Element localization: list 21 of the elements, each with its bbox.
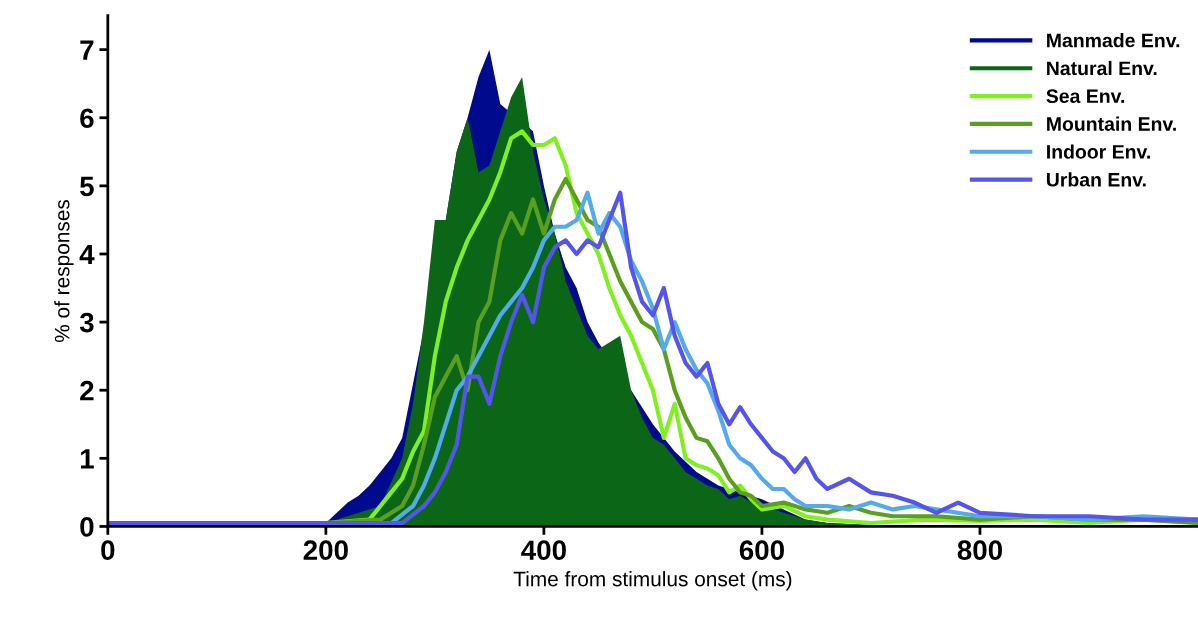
y-tick-label: 1 — [80, 449, 94, 469]
y-tick-label: 7 — [80, 40, 94, 60]
legend-label: Sea Env. — [1046, 89, 1125, 104]
legend-label: Natural Env. — [1047, 60, 1157, 76]
y-tick-label: 6 — [80, 108, 94, 129]
legend-label: Urban Env. — [1046, 172, 1146, 187]
y-tick-label: 5 — [80, 176, 94, 197]
x-tick-label: 200 — [303, 540, 348, 561]
y-axis-title: % of responses — [54, 199, 74, 343]
legend-label: Manmade Env. — [1047, 33, 1180, 48]
y-tick-label: 4 — [79, 244, 95, 265]
x-tick-label: 0 — [101, 540, 115, 561]
y-tick-label: 3 — [79, 312, 94, 333]
legend-label: Indoor Env. — [1047, 144, 1150, 159]
x-tick-label: 600 — [739, 540, 784, 561]
x-tick-label: 400 — [521, 540, 566, 561]
x-axis-title: Time from stimulus onset (ms) — [513, 571, 792, 591]
legend-label: Mountain Env. — [1047, 116, 1176, 131]
x-tick-label: 800 — [957, 540, 1002, 561]
y-tick-label: 2 — [80, 380, 94, 401]
y-tick-label: 0 — [80, 517, 94, 537]
